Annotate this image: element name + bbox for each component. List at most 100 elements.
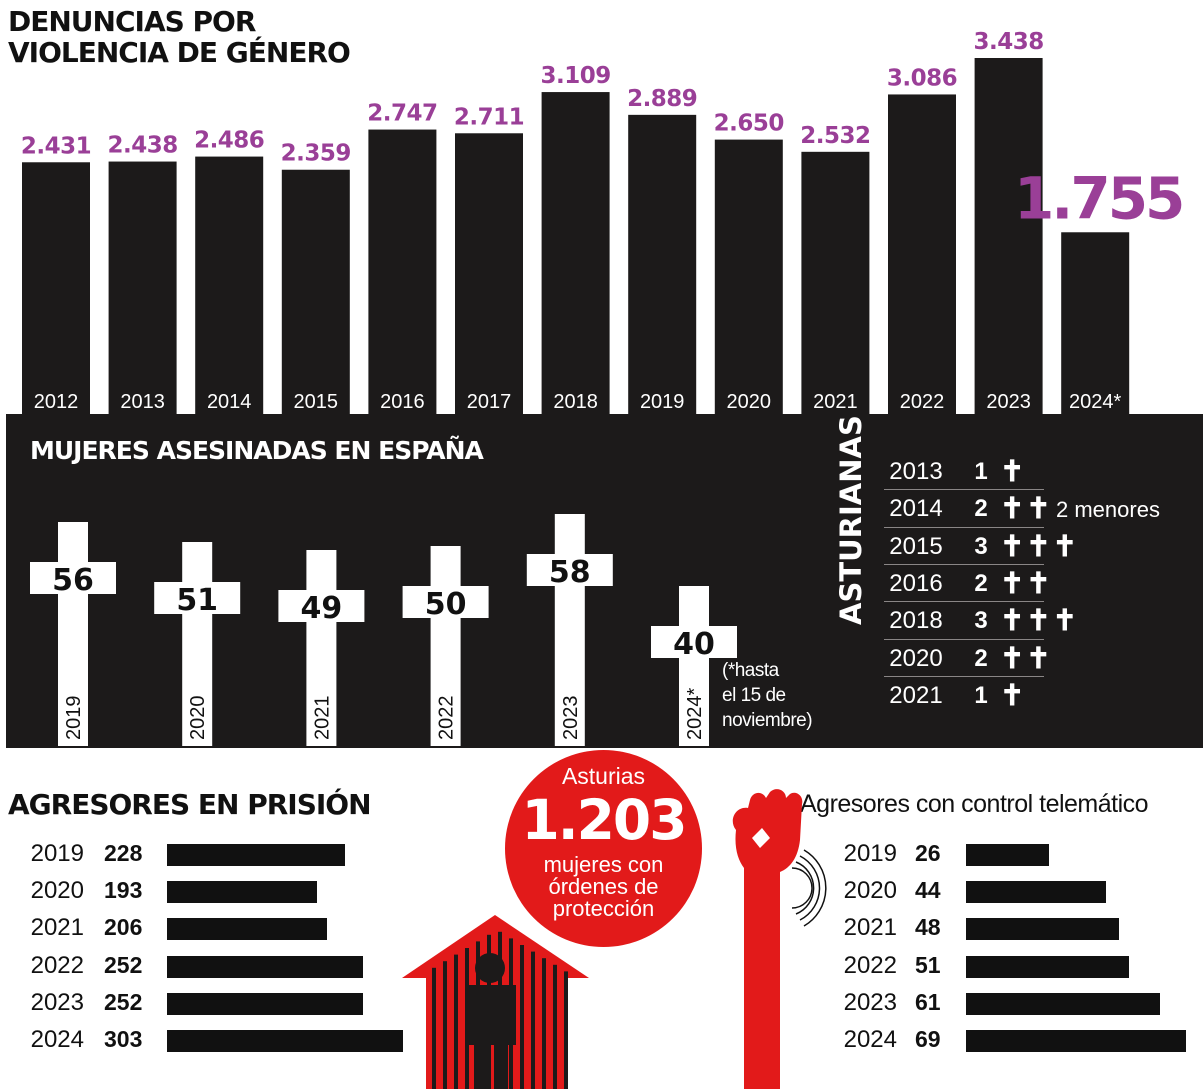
asturianas-row: 2013 1 ✝	[884, 453, 1164, 490]
murder-count-label: 56	[52, 563, 94, 598]
denuncias-year-label: 2019	[640, 391, 685, 413]
asturianas-year: 2018	[889, 607, 943, 635]
asturianas-year: 2013	[889, 458, 943, 485]
murders-title: MUJERES ASESINADAS EN ESPAÑA	[30, 436, 484, 465]
telematic-year: 2021	[843, 914, 897, 942]
asturianas-year: 2015	[889, 532, 943, 560]
asturianas-crosses: ✝✝✝	[1000, 605, 1079, 638]
prison-value: 252	[104, 951, 143, 978]
denuncias-bar	[628, 114, 697, 414]
asturianas-count: 2	[974, 495, 988, 523]
telematic-bar	[966, 992, 1161, 1015]
prison-bar	[167, 1030, 403, 1052]
asturias-protection-callout: Asturias 1.203 mujeres con órdenes de pr…	[505, 750, 702, 947]
murder-count-label: 58	[549, 555, 591, 590]
denuncias-chart: 2.431 2012 2.438 2013 2.486 2014 2.359 2015 2.74…	[21, 29, 1185, 414]
denuncias-value-label: 2.650	[714, 111, 784, 137]
asturianas-row: 2020 2 ✝✝	[884, 640, 1164, 677]
murder-cross	[154, 542, 241, 746]
denuncias-year-label: 2016	[380, 391, 425, 413]
asturianas-year: 2014	[889, 495, 943, 523]
asturianas-count: 2	[974, 569, 988, 597]
callout-region: Asturias	[561, 763, 646, 789]
denuncias-year-label: 2017	[467, 391, 512, 413]
prison-value: 206	[104, 914, 143, 941]
callout-value: 1.203	[521, 788, 688, 852]
murders-note: (*hasta el 15 de noviembre)	[722, 660, 813, 731]
denuncias-value-label: 3.109	[540, 63, 610, 89]
denuncias-title: DENUNCIAS POR VIOLENCIA DE GÉNERO	[8, 5, 351, 69]
murder-cross	[651, 586, 737, 746]
raised-fist-icon	[732, 789, 827, 1089]
telematic-year: 2019	[843, 840, 897, 867]
denuncias-year-label: 2012	[34, 391, 79, 413]
asturianas-count: 3	[974, 532, 988, 560]
prison-year: 2019	[30, 840, 84, 867]
denuncias-value-label: 2.431	[21, 133, 91, 159]
denuncias-bar	[541, 92, 610, 414]
telematic-value: 61	[915, 988, 941, 1015]
murder-year-label: 2024*	[684, 688, 706, 740]
denuncias-year-label: 2024*	[1069, 391, 1121, 413]
prison-bar	[167, 881, 318, 904]
asturianas-year: 2021	[889, 681, 943, 709]
murder-cross	[526, 514, 613, 746]
asturianas-crosses: ✝✝✝	[1000, 530, 1079, 563]
prison-value: 303	[104, 1026, 143, 1052]
denuncias-value-label: 1.755	[1014, 164, 1182, 232]
murder-count-label: 40	[673, 627, 715, 662]
prison-value: 228	[104, 840, 143, 866]
asturianas-count: 1	[974, 681, 988, 709]
prison-title: AGRESORES EN PRISIÓN	[8, 788, 372, 821]
telematic-year: 2020	[843, 877, 897, 905]
callout-text: mujeres con órdenes de protección	[543, 852, 664, 921]
asturianas-crosses: ✝	[1000, 456, 1027, 488]
telematic-value: 48	[915, 914, 941, 941]
asturianas-divider	[884, 675, 1044, 677]
asturianas-note: 2 menores	[1056, 497, 1160, 523]
telematic-value: 26	[915, 840, 941, 866]
telematic-bar	[966, 881, 1107, 904]
denuncias-bar	[974, 58, 1043, 414]
denuncias-year-label: 2022	[900, 391, 945, 413]
murder-count-label: 49	[301, 591, 343, 626]
prison-value: 252	[104, 988, 143, 1015]
prison-bar	[167, 992, 364, 1015]
prison-bar	[167, 844, 345, 866]
telematic-bar	[966, 955, 1129, 978]
denuncias-value-label: 2.711	[454, 104, 524, 130]
asturianas-year: 2016	[889, 569, 943, 597]
denuncias-year-label: 2018	[553, 391, 598, 413]
prison-year: 2020	[30, 877, 84, 905]
denuncias-value-label: 2.486	[194, 128, 264, 154]
denuncias-value-label: 2.889	[627, 86, 697, 112]
denuncias-value-label: 2.438	[107, 133, 177, 159]
asturianas-row: 2015 3 ✝✝✝	[884, 528, 1164, 565]
murder-year-label: 2019	[63, 696, 85, 741]
denuncias-bar	[108, 161, 177, 414]
asturianas-count: 1	[974, 458, 988, 485]
prison-year: 2021	[30, 914, 84, 942]
denuncias-bar	[801, 151, 870, 414]
asturianas-row: 2018 3 ✝✝✝	[884, 602, 1164, 639]
prison-bar	[167, 918, 328, 941]
denuncias-bar	[1061, 232, 1130, 414]
telematic-year: 2022	[843, 951, 897, 979]
asturianas-crosses: ✝✝	[1000, 493, 1053, 526]
denuncias-value-label: 3.086	[887, 65, 957, 91]
prison-bar	[167, 955, 364, 978]
asturianas-divider	[884, 638, 1044, 640]
murder-cross	[402, 546, 489, 746]
denuncias-year-label: 2021	[813, 391, 858, 413]
telematic-value: 69	[915, 1026, 941, 1052]
denuncias-value-label: 3.438	[973, 29, 1043, 55]
denuncias-bar	[455, 133, 523, 414]
denuncias-bar	[22, 162, 90, 414]
denuncias-bar	[195, 156, 264, 414]
denuncias-value-label: 2.532	[800, 123, 870, 149]
denuncias-bar	[888, 94, 956, 414]
asturianas-row: 2016 2 ✝✝	[884, 565, 1164, 602]
telematic-year: 2023	[843, 988, 897, 1016]
denuncias-value-label: 2.359	[281, 141, 351, 167]
